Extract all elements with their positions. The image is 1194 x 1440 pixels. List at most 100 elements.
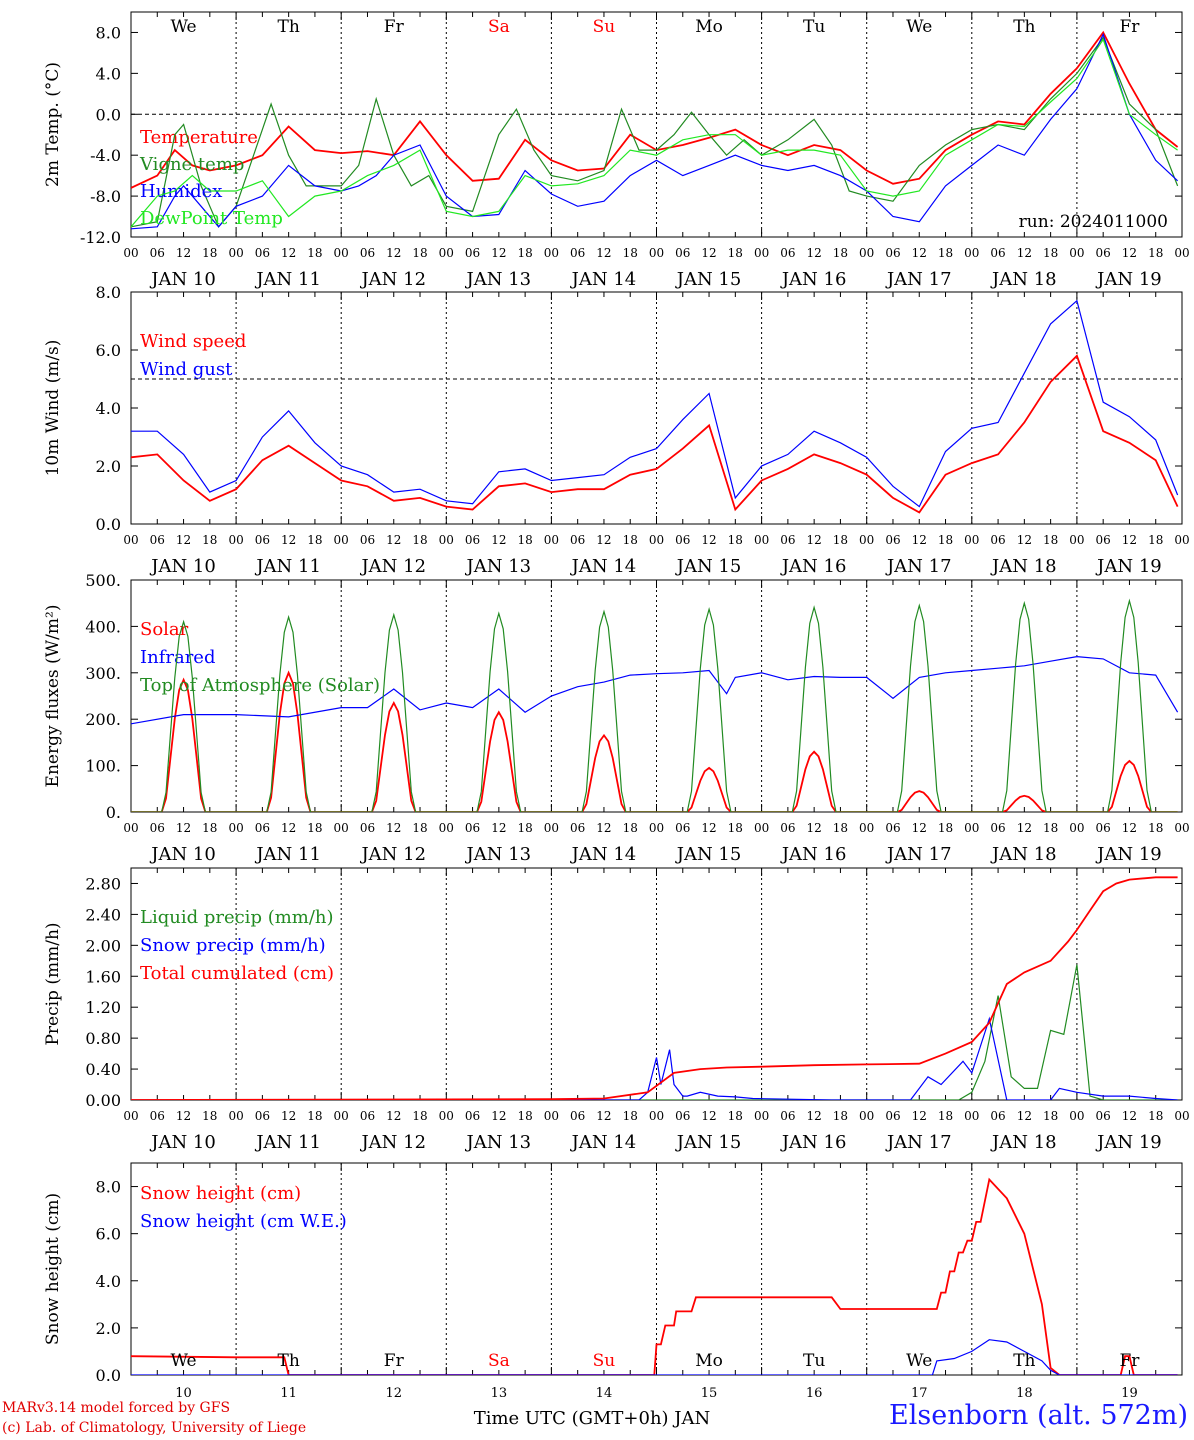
hour-tick-label: 12	[386, 1109, 401, 1123]
hour-tick-label: 12	[1017, 821, 1032, 835]
series-line-2	[131, 1016, 1178, 1100]
date-label: JAN 15	[675, 269, 742, 290]
hour-tick-label: 06	[990, 533, 1005, 547]
legend-entry: Wind gust	[140, 359, 233, 380]
legend-entry: Vigne temp	[139, 154, 244, 175]
hour-tick-label: 06	[780, 821, 795, 835]
hour-tick-label: 12	[912, 246, 927, 260]
day-number-label: 11	[280, 1386, 297, 1401]
weekday-label: We	[906, 17, 932, 37]
hour-tick-label: 06	[570, 533, 585, 547]
hour-tick-label: 00	[1174, 1109, 1189, 1123]
hour-tick-label: 12	[176, 246, 191, 260]
hour-tick-label: 00	[228, 246, 243, 260]
date-label: JAN 15	[675, 556, 742, 577]
legend-entry: Top of Atmosphere (Solar)	[140, 675, 380, 696]
date-label: JAN 13	[465, 844, 532, 865]
hour-tick-label: 18	[1148, 533, 1163, 547]
hour-tick-label: 12	[491, 533, 506, 547]
hour-tick-label: 12	[701, 1109, 716, 1123]
run-label: run: 2024011000	[1019, 212, 1168, 232]
series-line-1	[131, 1177, 1178, 1375]
hour-tick-label: 00	[964, 821, 979, 835]
hour-tick-label: 18	[202, 1109, 217, 1123]
date-label: JAN 12	[359, 556, 426, 577]
y-axis-label: 10m Wind (m/s)	[43, 340, 63, 477]
hour-tick-label: 00	[123, 821, 138, 835]
hour-tick-label: 06	[1096, 533, 1111, 547]
hour-tick-label: 06	[885, 246, 900, 260]
hour-tick-label: 00	[649, 246, 664, 260]
hour-tick-label: 12	[701, 533, 716, 547]
weekday-label: Th	[1013, 1351, 1035, 1371]
hour-tick-label: 18	[728, 246, 743, 260]
hour-tick-label: 12	[176, 533, 191, 547]
hour-tick-label: 06	[360, 1109, 375, 1123]
hour-tick-label: 18	[517, 533, 532, 547]
weekday-label: Sa	[488, 1351, 510, 1371]
date-label: JAN 11	[254, 1132, 321, 1153]
hour-tick-label: 12	[176, 1109, 191, 1123]
hour-tick-label: 18	[833, 821, 848, 835]
weekday-label: Mo	[695, 1351, 723, 1371]
weekday-label: We	[170, 17, 196, 37]
hour-tick-label: 18	[1148, 1109, 1163, 1123]
y-tick-label: 0.00	[85, 1091, 121, 1110]
hour-tick-label: 06	[570, 1109, 585, 1123]
y-tick-label: 0.	[106, 803, 121, 822]
hour-tick-label: 18	[938, 821, 953, 835]
legend-entry: Snow height (cm W.E.)	[140, 1211, 347, 1232]
hour-tick-label: 00	[439, 533, 454, 547]
hour-tick-label: 18	[728, 821, 743, 835]
hour-tick-label: 00	[228, 533, 243, 547]
date-label: JAN 14	[570, 556, 637, 577]
hour-tick-label: 18	[833, 533, 848, 547]
hour-tick-label: 12	[596, 821, 611, 835]
hour-tick-label: 06	[1096, 821, 1111, 835]
hour-tick-label: 00	[123, 246, 138, 260]
y-tick-label: 1.60	[85, 967, 121, 986]
hour-tick-label: 18	[728, 533, 743, 547]
hour-tick-label: 12	[807, 821, 822, 835]
hour-tick-label: 12	[386, 821, 401, 835]
hour-tick-label: 06	[780, 1109, 795, 1123]
date-label: JAN 18	[990, 269, 1057, 290]
y-tick-label: 0.80	[85, 1029, 121, 1048]
weekday-label: Su	[593, 1351, 616, 1371]
y-tick-label: 2.80	[85, 874, 121, 893]
hour-tick-label: 12	[1017, 533, 1032, 547]
weekday-label: Th	[278, 17, 300, 37]
hour-tick-label: 12	[281, 246, 296, 260]
hour-tick-label: 06	[465, 246, 480, 260]
y-tick-label: 8.0	[96, 283, 121, 302]
y-tick-label: 2.0	[96, 1319, 121, 1338]
date-label: JAN 11	[254, 844, 321, 865]
hour-tick-label: 00	[1069, 1109, 1084, 1123]
hour-tick-label: 06	[150, 1109, 165, 1123]
day-number-label: 16	[806, 1386, 823, 1401]
hour-tick-label: 12	[491, 246, 506, 260]
hour-tick-label: 00	[1069, 246, 1084, 260]
hour-tick-label: 18	[938, 533, 953, 547]
hour-tick-label: 06	[885, 1109, 900, 1123]
hour-tick-label: 00	[754, 246, 769, 260]
hour-tick-label: 00	[649, 1109, 664, 1123]
hour-tick-label: 06	[255, 821, 270, 835]
hour-tick-label: 12	[1122, 533, 1137, 547]
y-tick-label: 2.40	[85, 905, 121, 924]
day-number-label: 14	[596, 1386, 613, 1401]
hour-tick-label: 12	[701, 246, 716, 260]
y-axis-label: 2m Temp. (°C)	[43, 62, 63, 187]
y-tick-label: -8.0	[90, 187, 121, 206]
weekday-label: Fr	[384, 1351, 405, 1371]
hour-tick-label: 00	[859, 246, 874, 260]
hour-tick-label: 00	[964, 533, 979, 547]
hour-tick-label: 00	[334, 821, 349, 835]
date-label: JAN 18	[990, 1132, 1057, 1153]
hour-tick-label: 18	[623, 1109, 638, 1123]
hour-tick-label: 12	[281, 821, 296, 835]
hour-tick-label: 12	[281, 1109, 296, 1123]
hour-tick-label: 00	[544, 1109, 559, 1123]
hour-tick-label: 00	[544, 246, 559, 260]
date-label: JAN 14	[570, 844, 637, 865]
